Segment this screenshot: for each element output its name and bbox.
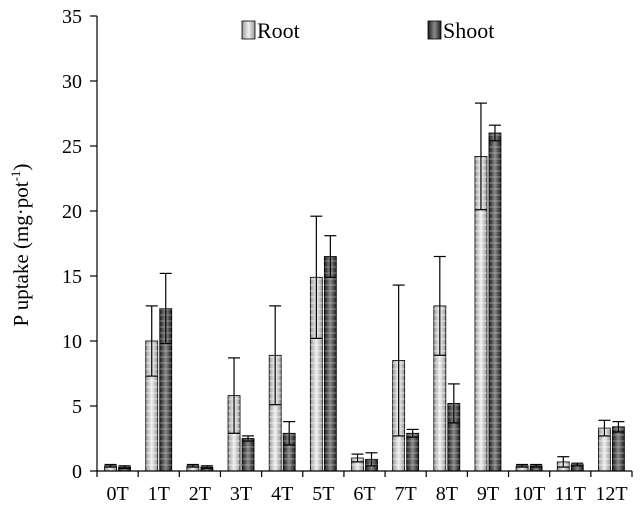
bar-shoot-texture-0T xyxy=(118,467,131,471)
axes: 0 5 10 15 20 25 30 35 0T 1T 2T 3T 4T 5T 6T 7T 8T 9T 10T 11T… xyxy=(62,6,633,505)
bar-shoot-texture-9T xyxy=(488,133,501,471)
error-bars xyxy=(104,102,625,469)
x-tick-label: 11T xyxy=(555,483,586,505)
bar-shoot-texture-1T xyxy=(159,308,172,471)
bar-root-texture-8T xyxy=(433,305,446,471)
bar-shoot-texture-2T xyxy=(200,467,213,471)
y-tick-label: 20 xyxy=(62,201,82,223)
x-tick-label: 8T xyxy=(436,483,458,505)
x-tick-label: 0T xyxy=(106,483,128,505)
y-tick-label: 0 xyxy=(72,461,82,483)
x-tick-label: 1T xyxy=(148,483,170,505)
bar-shoot-texture-3T xyxy=(242,438,255,471)
bar-shoot-texture-12T xyxy=(612,426,625,471)
bar-root-texture-1T xyxy=(145,341,158,471)
legend-root-swatch xyxy=(241,20,256,40)
bar-shoot-texture-8T xyxy=(447,403,460,471)
x-tick-label: 2T xyxy=(189,483,211,505)
y-tick-label: 5 xyxy=(72,396,82,418)
y-tick-label: 15 xyxy=(62,266,82,288)
x-tick-label: 10T xyxy=(513,483,545,505)
x-tick-label: 9T xyxy=(477,483,499,505)
y-axis-label: P uptake (mg·pot-1) xyxy=(8,164,33,327)
bars xyxy=(104,132,625,472)
bar-shoot-texture-5T xyxy=(324,256,337,471)
x-tick-label: 4T xyxy=(271,483,293,505)
legend-shoot-label: Shoot xyxy=(443,18,494,43)
y-tick-label: 30 xyxy=(62,71,82,93)
x-tick-label: 6T xyxy=(353,483,375,505)
x-tick-label: 3T xyxy=(230,483,252,505)
bar-root-texture-12T xyxy=(598,428,611,471)
bar-root-texture-2T xyxy=(186,465,199,471)
bar-root-texture-5T xyxy=(310,277,323,471)
bar-shoot-texture-11T xyxy=(571,464,584,471)
bar-shoot-texture-7T xyxy=(406,433,419,471)
legend-shoot-swatch xyxy=(427,20,442,40)
y-tick-label: 35 xyxy=(62,6,82,28)
bar-root-texture-9T xyxy=(474,156,487,471)
bar-root-texture-10T xyxy=(516,465,529,471)
x-tick-label: 12T xyxy=(595,483,627,505)
x-tick-label: 7T xyxy=(395,483,417,505)
y-tick-label: 10 xyxy=(62,331,82,353)
legend-root-label: Root xyxy=(257,18,300,43)
legend: Root Shoot xyxy=(241,18,494,43)
bar-root-texture-6T xyxy=(351,458,364,471)
x-tick-label: 5T xyxy=(312,483,334,505)
bar-root-texture-0T xyxy=(104,465,117,471)
y-tick-label: 25 xyxy=(62,136,82,158)
bar-shoot-texture-10T xyxy=(530,465,543,471)
bar-shoot-texture-4T xyxy=(283,433,296,471)
bar-root-texture-4T xyxy=(269,355,282,471)
